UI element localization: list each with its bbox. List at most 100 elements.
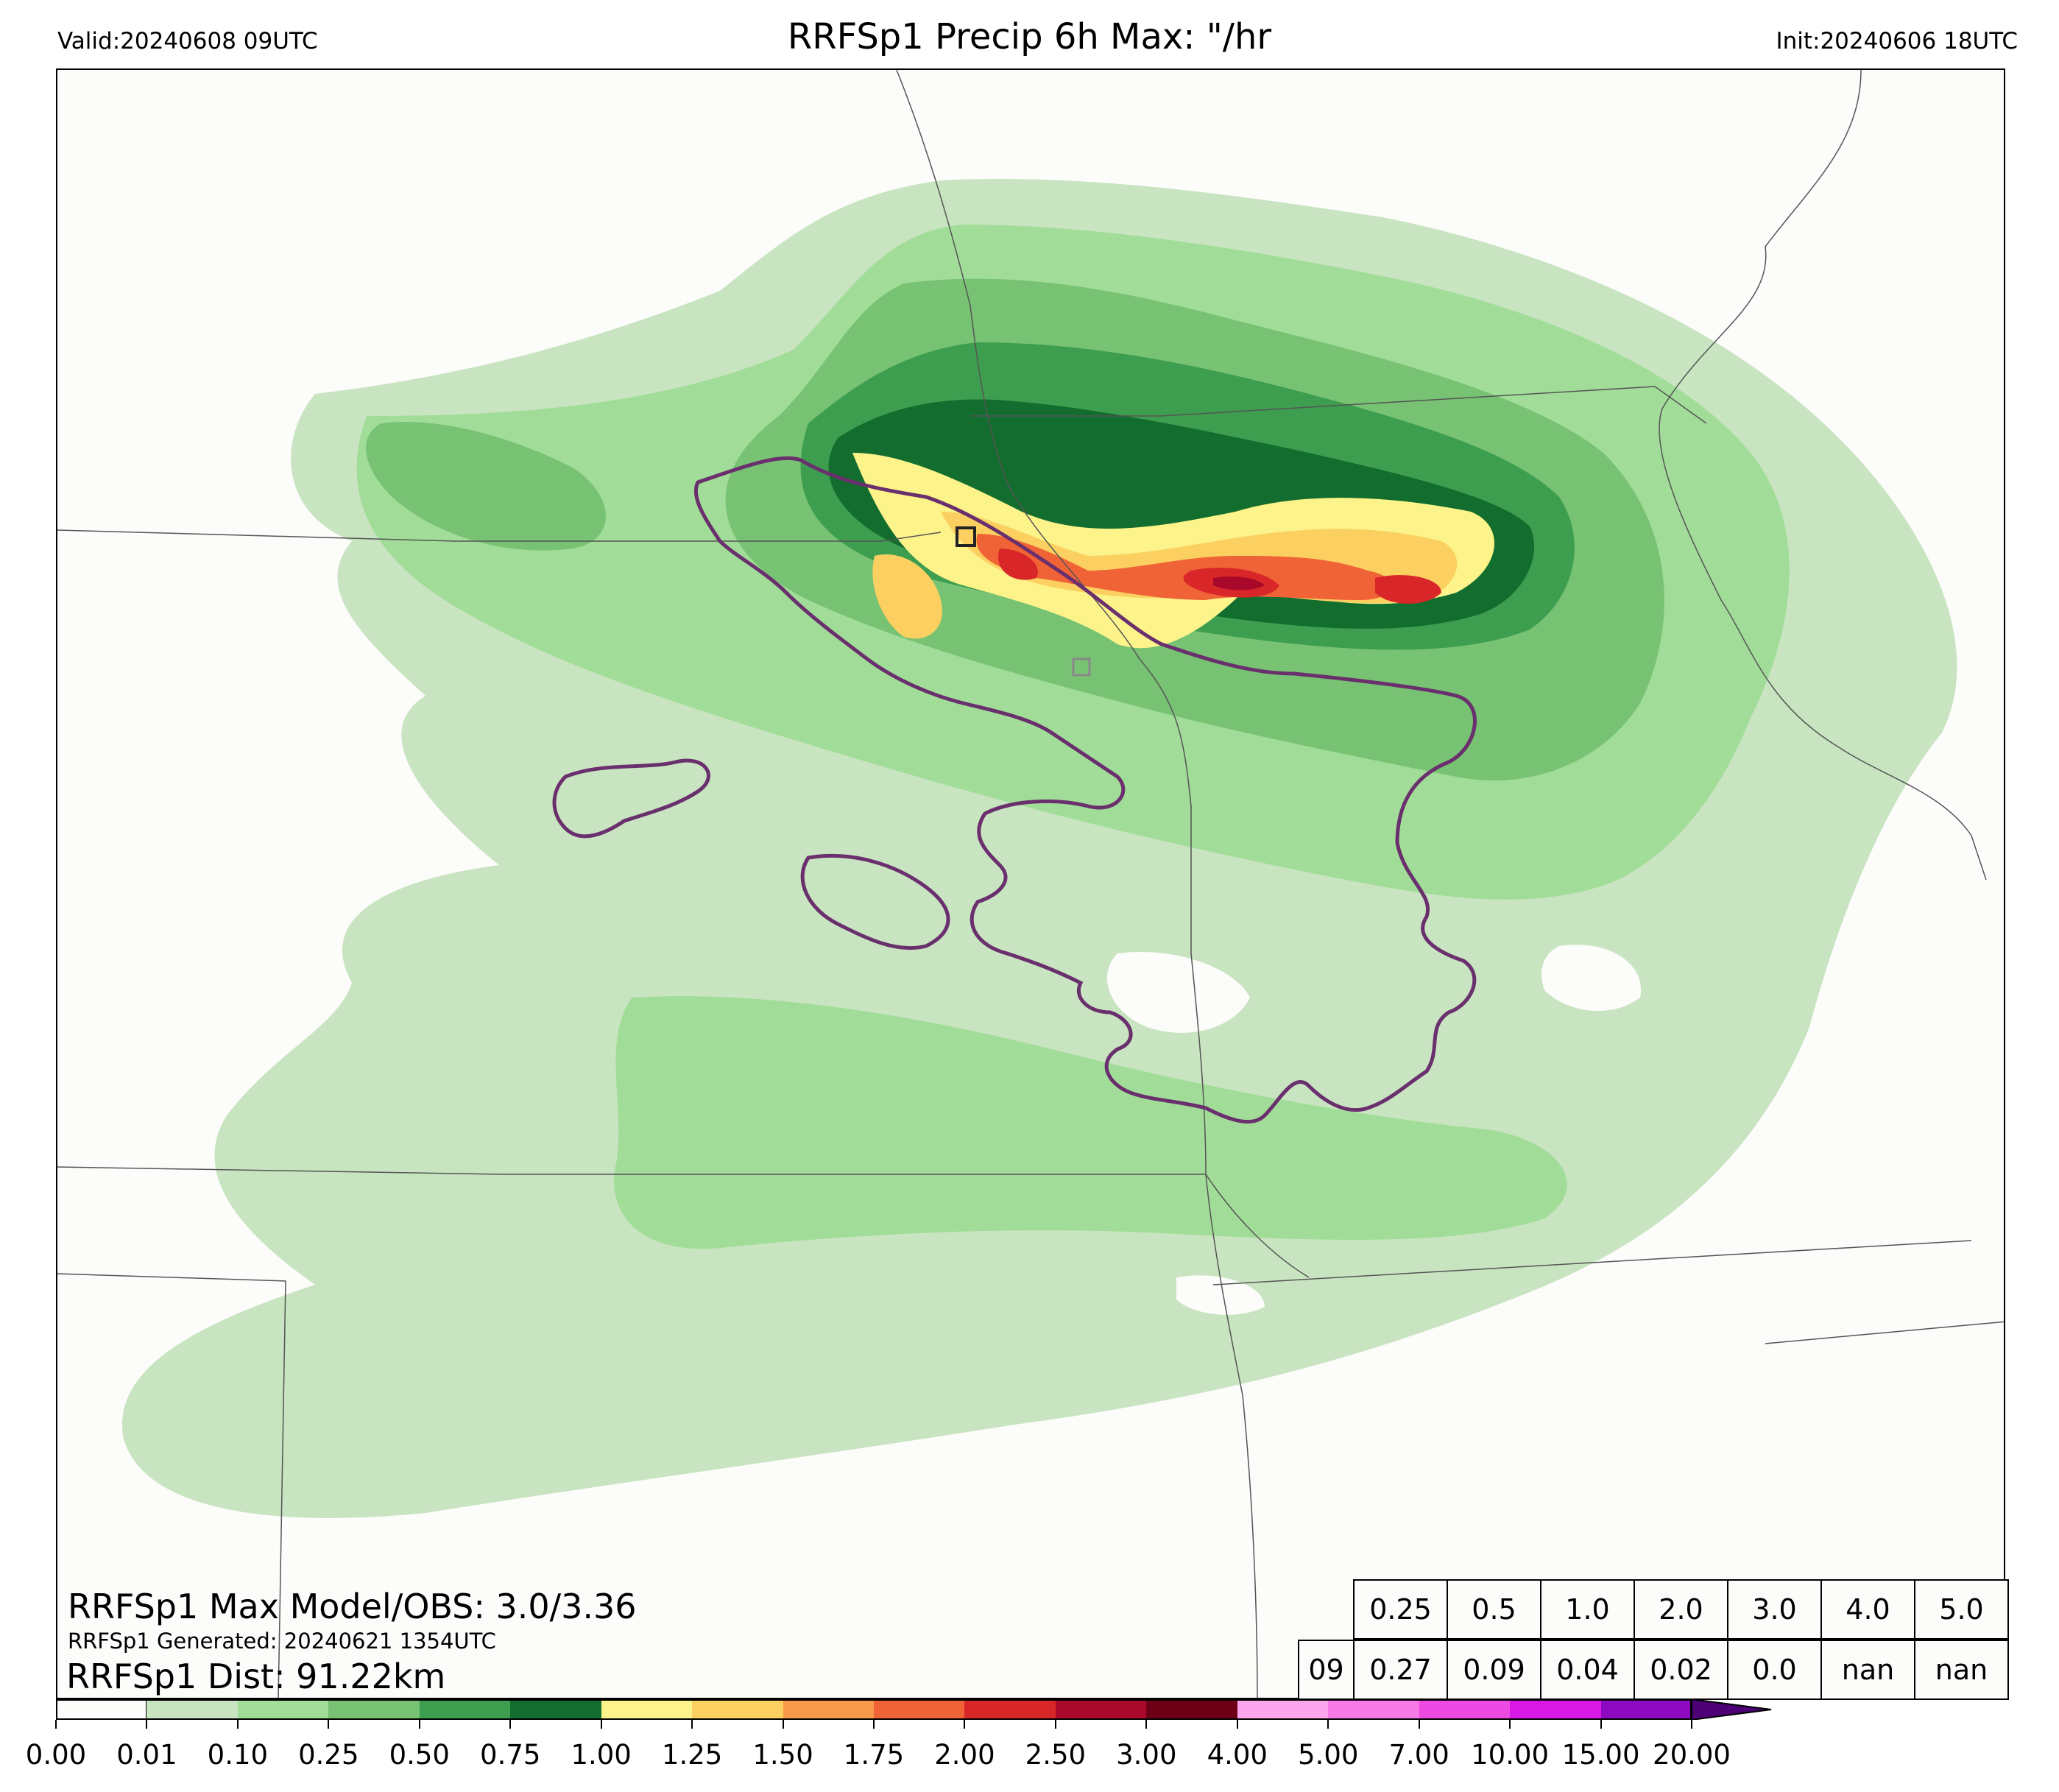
colorbar-tick-label: 15.00 (1561, 1739, 1640, 1771)
threshold-table: 0.25 0.5 1.0 2.0 3.0 4.0 5.0 09 0.27 0.09 0.04 0.02… (1298, 1579, 2009, 1700)
threshold-value: 0.27 (1353, 1640, 1448, 1700)
border-river-east (1659, 70, 1987, 881)
colorbar-tick-mark (236, 1720, 239, 1729)
colorbar-segment (328, 1699, 420, 1720)
colorbar-tick-mark (418, 1720, 420, 1729)
colorbar-tick-label: 4.00 (1207, 1739, 1268, 1771)
colorbar-tick-mark (1600, 1720, 1602, 1729)
border-ok (57, 1273, 286, 1698)
threshold-header: 4.0 (1820, 1579, 1915, 1640)
colorbar-segment (1055, 1699, 1148, 1720)
map-title: RRFSp1 Precip 6h Max: "/hr (787, 16, 1272, 57)
colorbar-tick-label: 0.00 (25, 1739, 87, 1771)
colorbar-tick-mark (1054, 1720, 1056, 1729)
threshold-value: 0.04 (1540, 1640, 1635, 1700)
colorbar-tick-mark (964, 1720, 966, 1729)
border-river-west (896, 70, 1258, 1698)
precip-shade-1.25-b (872, 554, 942, 639)
border-mo-ar (1765, 1321, 2004, 1344)
threshold-value: 0.02 (1634, 1640, 1728, 1700)
colorbar-tick-label: 20.00 (1653, 1739, 1731, 1771)
colorbar-tick-mark (1145, 1720, 1148, 1729)
colorbar-tick-mark (1691, 1720, 1692, 1729)
threshold-header: 5.0 (1914, 1579, 2009, 1640)
colorbar-tick-label: 0.25 (298, 1739, 359, 1771)
colorbar-segment (874, 1699, 966, 1720)
colorbar-tick-label: 1.50 (752, 1739, 813, 1771)
max-location-marker (956, 526, 976, 547)
colorbar-tick-mark (782, 1720, 784, 1729)
threshold-header: 2.0 (1634, 1579, 1728, 1640)
colorbar-segment (601, 1699, 693, 1720)
precip-map[interactable] (56, 68, 2005, 1699)
colorbar-tick-label: 0.75 (480, 1739, 541, 1771)
obs-contour-main (693, 456, 1477, 1124)
colorbar-segment (783, 1699, 875, 1720)
precip-shade-2.50 (1213, 576, 1265, 590)
precip-field (121, 179, 1957, 1518)
threshold-header: 1.0 (1540, 1579, 1635, 1640)
colorbar-tick-mark (691, 1720, 693, 1729)
threshold-value: nan (1914, 1640, 2009, 1700)
colorbar-extend-arrow (1692, 1699, 1772, 1720)
threshold-value: nan (1820, 1640, 1915, 1700)
colorbar-segment (1510, 1699, 1602, 1720)
colorbar-segment (510, 1699, 602, 1720)
border-north-mn (970, 386, 1707, 424)
colorbar-tick-label: 2.00 (934, 1739, 995, 1771)
colorbar-tick-label: 7.00 (1388, 1739, 1449, 1771)
obs-location-marker (1072, 657, 1091, 677)
precip-map-canvas (57, 70, 2004, 1698)
colorbar-tick-mark (600, 1720, 602, 1729)
colorbar-tick-label: 0.50 (389, 1739, 450, 1771)
colorbar-tick-label: 3.00 (1116, 1739, 1177, 1771)
precip-shade-1.50 (976, 534, 1392, 600)
colorbar-tick-label: 2.50 (1025, 1739, 1087, 1771)
obs-contour-west (552, 758, 710, 839)
colorbar-tick-mark (1509, 1720, 1511, 1729)
colorbar-segment (1146, 1699, 1238, 1720)
colorbar-tick-mark (146, 1720, 148, 1729)
row-label: 09 (1298, 1640, 1355, 1700)
init-time: Init:20240606 18UTC (1776, 28, 2018, 54)
colorbar (56, 1699, 1772, 1720)
colorbar-tick-mark (1418, 1720, 1420, 1729)
colorbar-tick-mark (873, 1720, 875, 1729)
colorbar-segment (1328, 1699, 1420, 1720)
border-dakotas (57, 529, 942, 542)
colorbar-tick-label: 1.75 (843, 1739, 905, 1771)
colorbar-tick-mark (328, 1720, 330, 1729)
distance-stat: RRFSp1 Dist: 91.22km (66, 1657, 446, 1696)
precip-shade-0.25-west (366, 422, 606, 551)
precip-dry-gap (1106, 945, 1642, 1315)
colorbar-tick-mark (55, 1720, 57, 1729)
colorbar-tick-label: 5.00 (1298, 1739, 1359, 1771)
colorbar-tick-label: 1.00 (571, 1739, 632, 1771)
colorbar-segment (1419, 1699, 1511, 1720)
generated-time: RRFSp1 Generated: 20240621 1354UTC (68, 1629, 496, 1654)
obs-contour (552, 456, 1477, 1124)
colorbar-segment (1237, 1699, 1329, 1720)
colorbar-tick-label: 10.00 (1471, 1739, 1550, 1771)
threshold-header: 3.0 (1727, 1579, 1822, 1640)
colorbar-tick-label: 0.01 (116, 1739, 177, 1771)
colorbar-segment (237, 1699, 330, 1720)
colorbar-tick-mark (1327, 1720, 1329, 1729)
threshold-value: 0.09 (1447, 1640, 1541, 1700)
colorbar-tick-label: 0.10 (207, 1739, 269, 1771)
valid-time: Valid:20240608 09UTC (57, 28, 318, 54)
colorbar-tick-mark (1236, 1720, 1238, 1729)
border-ks-ne (57, 1166, 1206, 1175)
colorbar-outline (56, 1699, 1692, 1720)
colorbar-segment (1600, 1699, 1692, 1720)
precip-shade-2.00 (998, 548, 1441, 604)
threshold-value: 0.0 (1727, 1640, 1822, 1700)
threshold-header: 0.25 (1353, 1579, 1448, 1640)
colorbar-segment (419, 1699, 512, 1720)
max-model-obs: RRFSp1 Max Model/OBS: 3.0/3.36 (68, 1587, 637, 1626)
obs-contour-mid (800, 853, 950, 950)
precip-shade-0.10-south (614, 996, 1567, 1249)
border-mo (1212, 1240, 1972, 1285)
state-borders (57, 70, 2004, 1698)
border-ne-ia (1205, 1174, 1310, 1278)
